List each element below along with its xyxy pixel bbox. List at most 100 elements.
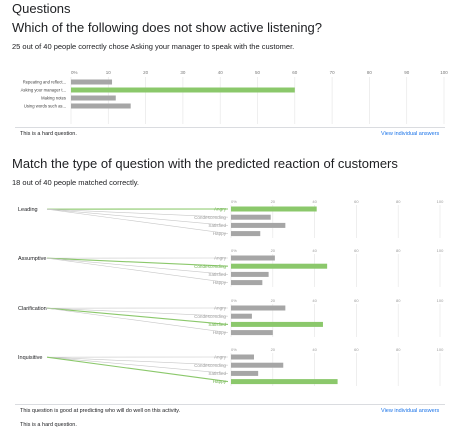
q2-bar [231, 313, 252, 319]
question-2-summary: 18 out of 40 people matched correctly. [12, 178, 140, 187]
q2-tick-label: 100 [437, 199, 444, 204]
question-1-chart: 0% 10 20 30 40 50 60 70 80 90 100 Repeating and re… [21, 70, 448, 124]
q2-option-label: Angry [214, 207, 227, 212]
q2-option-label: Condescending [194, 314, 226, 319]
q2-bar [231, 362, 284, 368]
q2-tick-label: 20 [271, 347, 276, 352]
q2-bar [231, 330, 273, 336]
q2-bar [231, 231, 261, 237]
q1-tick-label: 50 [255, 70, 261, 75]
question-1-note: This is a hard question. [20, 131, 77, 137]
q2-tick-label: 0% [231, 347, 237, 352]
q2-tick-label: 100 [437, 248, 444, 253]
q2-tick-label: 40 [312, 298, 317, 303]
q2-connector-line [46, 356, 229, 374]
q2-bar [231, 280, 263, 286]
q2-option-label: Angry [214, 306, 227, 311]
q2-group-clarification: 0% 20 40 60 80 100 Clarification Angry Condescen… [18, 298, 444, 337]
q1-bar [71, 79, 113, 85]
q2-tick-label: 0% [231, 248, 237, 253]
q2-tick-label: 0% [231, 199, 237, 204]
q2-bar [231, 222, 286, 228]
q1-tick-label: 0% [71, 70, 78, 75]
q2-option-label: Satisfied [208, 223, 226, 228]
q1-tick-label: 20 [143, 70, 149, 75]
q1-category-label: Repeating and reflect... [23, 80, 66, 85]
q2-option-label: Angry [214, 355, 227, 360]
q2-matching-chart: 0% 20 40 60 80 100 Leading Angry Condescending Sa… [18, 199, 444, 386]
q2-option-label: Condescending [194, 215, 226, 220]
q2-connector-line [46, 208, 229, 218]
q1-tick-label: 80 [367, 70, 373, 75]
q1-tick-labels: 0% 10 20 30 40 50 60 70 80 90 100 [71, 70, 448, 75]
q2-tick-label: 20 [271, 298, 276, 303]
question-2-note-predictive: This question is good at predicting who … [20, 408, 181, 414]
q2-tick-label: 60 [354, 347, 359, 352]
q2-bar [231, 354, 254, 360]
q1-tick-label: 70 [330, 70, 336, 75]
q2-connector-line [46, 356, 229, 383]
q1-bar [71, 103, 131, 109]
q2-tick-label: 60 [354, 199, 359, 204]
q2-group-leading: 0% 20 40 60 80 100 Leading Angry Condescending Sa… [18, 199, 444, 238]
q1-view-answers-link[interactable]: View individual answers [381, 131, 440, 137]
q1-category-label: Using words such as... [24, 104, 66, 109]
q2-group-label: Assumptive [18, 256, 46, 262]
q1-tick-label: 100 [440, 70, 448, 75]
question-2-note-hard: This is a hard question. [20, 422, 77, 428]
q2-group-label: Inquisitive [18, 355, 42, 361]
q1-category-labels: Repeating and reflect... Asking your mana… [21, 80, 66, 109]
q2-tick-label: 80 [396, 248, 401, 253]
q2-tick-label: 80 [396, 199, 401, 204]
q2-connector-line [46, 257, 229, 283]
q2-connector-line [46, 307, 229, 317]
q2-connector-line [46, 257, 229, 267]
q2-bar [231, 321, 323, 327]
q2-option-label: Happy [213, 330, 227, 335]
q1-tick-label: 30 [180, 70, 186, 75]
q2-footer-divider [15, 404, 445, 405]
q2-bar [231, 305, 286, 311]
q1-grid [70, 77, 445, 124]
q2-tick-label: 100 [437, 298, 444, 303]
q2-connector-line [46, 307, 229, 333]
q2-option-label: Condescending [194, 264, 226, 269]
q2-tick-label: 60 [354, 298, 359, 303]
q1-footer-divider [15, 127, 445, 128]
question-1-summary: 25 out of 40 people correctly chose Aski… [12, 42, 295, 51]
q2-group-inquisitive: 0% 20 40 60 80 100 Inquisitive Angry Condescendi… [18, 347, 444, 386]
q2-option-label: Happy [213, 280, 227, 285]
q2-view-answers-link[interactable]: View individual answers [381, 408, 440, 414]
q2-connector-line [46, 356, 229, 366]
q2-option-label: Happy [213, 231, 227, 236]
q2-group-label: Clarification [18, 306, 47, 312]
q2-bar [231, 370, 259, 376]
q1-tick-label: 10 [106, 70, 112, 75]
q2-tick-label: 80 [396, 298, 401, 303]
q2-option-label: Satisfied [208, 322, 226, 327]
q2-connector-line [46, 307, 229, 325]
q2-bar [231, 263, 328, 269]
q1-tick-label: 40 [218, 70, 224, 75]
q2-tick-label: 100 [437, 347, 444, 352]
q2-tick-label: 20 [271, 248, 276, 253]
question-1-title: Which of the following does not show act… [12, 20, 323, 35]
q2-tick-label: 60 [354, 248, 359, 253]
q1-category-label: Making notes [41, 96, 66, 101]
q2-connector-line [46, 257, 229, 275]
q2-bar [231, 255, 275, 261]
q2-connector-line [46, 208, 229, 226]
q2-group-assumptive: 0% 20 40 60 80 100 Assumptive Angry Condescendin… [18, 248, 444, 287]
q2-tick-label: 20 [271, 199, 276, 204]
page-heading: Questions [12, 1, 71, 16]
q2-tick-label: 40 [312, 248, 317, 253]
q2-bar [231, 271, 269, 277]
q2-tick-label: 0% [231, 298, 237, 303]
q2-bar [231, 214, 271, 220]
q2-bar [231, 379, 338, 385]
q1-bar [71, 95, 116, 101]
question-2-chart: 0% 20 40 60 80 100 Leading Angry Condescending Sa… [18, 199, 444, 386]
question-2-title: Match the type of question with the pred… [12, 156, 398, 171]
q2-option-label: Condescending [194, 363, 226, 368]
q1-category-label: Asking your manager t... [21, 88, 66, 93]
